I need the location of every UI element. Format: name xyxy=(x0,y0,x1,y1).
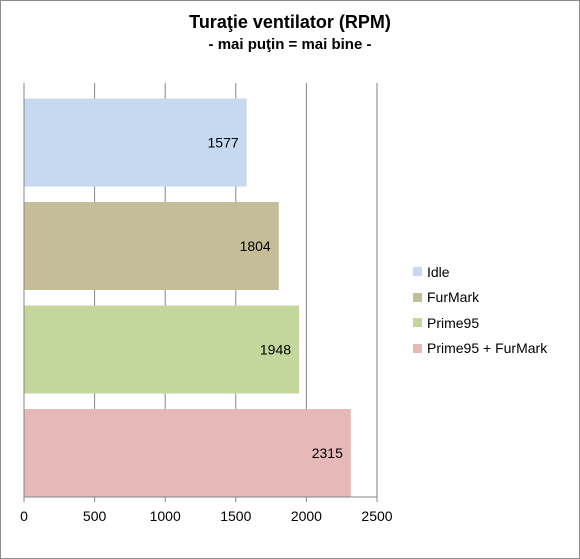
x-tick-label-0: 0 xyxy=(20,508,28,524)
x-tick-label-1500: 1500 xyxy=(220,508,251,524)
legend: Idle FurMark Prime95 Prime95 + FurMark xyxy=(413,259,547,361)
bar-idle xyxy=(24,98,247,187)
bar-prime95-furmark xyxy=(24,409,351,497)
legend-label-prime95-furmark: Prime95 + FurMark xyxy=(427,340,548,357)
x-tick-label-2500: 2500 xyxy=(361,508,392,524)
bar-value-label-prime95: 1948 xyxy=(260,342,291,358)
legend-item-idle: Idle xyxy=(413,259,547,285)
chart-title: Turaţie ventilator (RPM) xyxy=(189,12,391,32)
x-tick-label-500: 500 xyxy=(83,508,107,524)
bar-prime95 xyxy=(24,305,300,394)
bar-value-label-idle: 1577 xyxy=(208,135,239,151)
chart-subtitle: - mai puţin = mai bine - xyxy=(208,36,372,53)
legend-swatch-prime95 xyxy=(413,318,422,328)
legend-swatch-furmark xyxy=(413,292,422,302)
legend-label-idle: Idle xyxy=(427,263,450,280)
legend-label-prime95: Prime95 xyxy=(427,314,480,331)
bar-furmark xyxy=(24,202,279,290)
legend-swatch-idle xyxy=(413,267,422,277)
legend-swatch-prime95-furmark xyxy=(413,343,422,353)
bar-value-label-furmark: 1804 xyxy=(240,238,271,254)
legend-item-prime95: Prime95 xyxy=(413,310,547,336)
legend-label-furmark: FurMark xyxy=(427,289,480,306)
bar-value-label-prime95-furmark: 2315 xyxy=(312,445,343,461)
x-tick-label-1000: 1000 xyxy=(150,508,181,524)
legend-item-prime95-furmark: Prime95 + FurMark xyxy=(413,336,547,362)
x-tick-label-2000: 2000 xyxy=(291,508,322,524)
legend-item-furmark: FurMark xyxy=(413,285,547,311)
